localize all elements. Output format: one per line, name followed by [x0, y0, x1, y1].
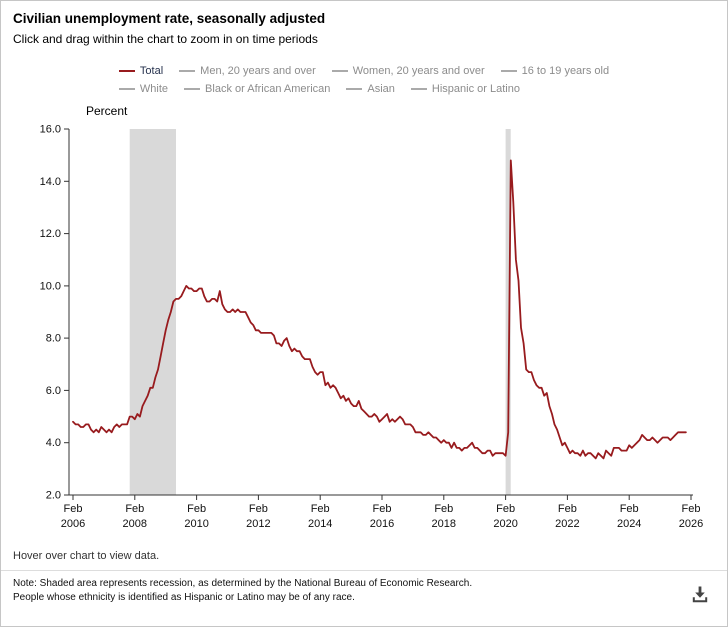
legend-label: White [139, 82, 169, 95]
y-axis-title: Percent [86, 104, 128, 118]
x-tick-label-month: Feb [496, 503, 515, 515]
note-line-2: People whose ethnicity is identified as … [13, 592, 355, 603]
chart-notes: Note: Shaded area represents recession, … [13, 577, 472, 605]
legend-row: White Black or African American Asian Hispa… [118, 81, 520, 96]
legend-item-16-to-19-years-old[interactable]: 16 to 19 years old [500, 64, 610, 77]
x-tick-label-month: Feb [249, 503, 268, 515]
legend-swatch [179, 69, 196, 72]
y-tick-label: 14.0 [40, 176, 61, 188]
chart-title: Civilian unemployment rate, seasonally a… [13, 11, 326, 26]
note-line-1: Note: Shaded area represents recession, … [13, 578, 473, 589]
legend-item-women-20-years-and-over[interactable]: Women, 20 years and over [331, 64, 485, 77]
y-tick-label: 10.0 [40, 280, 61, 292]
legend-item-men-20-years-and-over[interactable]: Men, 20 years and over [179, 65, 316, 77]
legend-label: Men, 20 years and over [200, 64, 316, 77]
x-tick-label-month: Feb [434, 503, 453, 515]
recession-band [129, 129, 176, 495]
legend-item-hispanic-or-latino[interactable]: Hispanic or Latino [410, 82, 520, 95]
y-tick-label: 2.0 [46, 490, 61, 502]
x-tick-label-month: Feb [64, 503, 83, 515]
x-tick-label-year: 2024 [617, 518, 641, 530]
legend-item-white[interactable]: White [118, 82, 169, 95]
x-tick-label-month: Feb [620, 503, 639, 515]
x-tick-label-month: Feb [682, 503, 701, 515]
legend-label: Black or African American [205, 82, 331, 95]
legend-row: Total Men, 20 years and over Women, 20 yea… [118, 63, 610, 78]
legend-label: Asian [367, 82, 395, 95]
y-tick-label: 8.0 [46, 333, 61, 345]
legend-swatch [118, 69, 135, 72]
legend-swatch [410, 87, 427, 90]
x-tick-label-year: 2010 [184, 518, 208, 530]
legend-label: Women, 20 years and over [352, 64, 485, 77]
legend-swatch [346, 87, 363, 90]
legend-label: Hispanic or Latino [431, 82, 520, 95]
legend: Total Men, 20 years and over Women, 20 yea… [1, 63, 727, 96]
chart-subtitle: Click and drag within the chart to zoom … [13, 32, 318, 46]
series-line-total [72, 159, 687, 460]
x-tick-label-year: 2006 [61, 518, 85, 530]
legend-item-total[interactable]: Total [118, 64, 164, 77]
x-tick-label-year: 2008 [123, 518, 147, 530]
download-button[interactable] [687, 581, 713, 607]
x-tick-label-year: 2018 [432, 518, 456, 530]
y-tick-label: 6.0 [46, 385, 61, 397]
x-tick-label-year: 2026 [679, 518, 703, 530]
y-tick-label: 16.0 [40, 124, 61, 136]
x-tick-label-year: 2012 [246, 518, 270, 530]
legend-swatch [500, 69, 517, 72]
hover-instruction: Hover over chart to view data. [13, 550, 160, 562]
x-tick-label-month: Feb [187, 503, 206, 515]
x-tick-label-month: Feb [311, 503, 330, 515]
footer-divider [1, 570, 727, 571]
legend-label: Total [139, 64, 164, 77]
x-tick-label-month: Feb [558, 503, 577, 515]
legend-item-asian[interactable]: Asian [346, 83, 395, 95]
recession-band [505, 129, 511, 495]
legend-swatch [118, 87, 135, 90]
y-tick-label: 12.0 [40, 228, 61, 240]
legend-swatch [331, 69, 348, 72]
x-tick-label-year: 2020 [493, 518, 517, 530]
legend-item-black-or-african-american[interactable]: Black or African American [184, 83, 330, 95]
x-tick-label-year: 2016 [370, 518, 394, 530]
legend-swatch [184, 87, 201, 90]
x-tick-label-month: Feb [373, 503, 392, 515]
y-tick-label: 4.0 [46, 437, 61, 449]
x-tick-label-year: 2022 [555, 518, 579, 530]
download-icon [692, 586, 708, 603]
legend-label: 16 to 19 years old [521, 64, 610, 77]
x-tick-label-year: 2014 [308, 518, 332, 530]
x-tick-label-month: Feb [125, 503, 144, 515]
line-chart-plot-area[interactable]: 2.0 4.0 6.0 8.0 10.0 12.0 14.0 16.0 Feb 2006 Feb 20… [1, 101, 728, 537]
